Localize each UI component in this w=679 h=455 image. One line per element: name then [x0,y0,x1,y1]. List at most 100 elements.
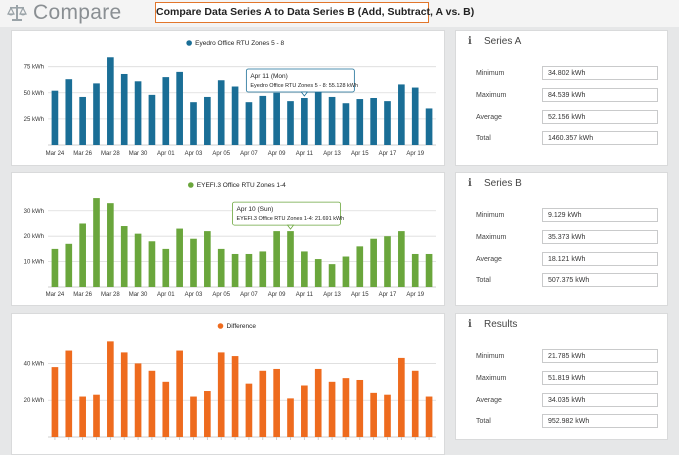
bar [245,102,253,145]
stat-label-average: Average [476,397,502,404]
bar [148,94,156,145]
legend-marker [217,323,224,329]
bar [356,99,364,145]
bar [398,357,405,437]
stats-title: Series B [484,178,522,189]
bar [51,90,59,145]
bar [162,381,170,437]
bar [245,383,253,437]
stat-label-total: Total [476,418,491,425]
bar [134,233,142,287]
bar [79,396,86,437]
y-tick-label: 40 kWh [24,361,44,367]
stat-value-total: 952.982 kWh [542,414,658,428]
legend-label: Difference [227,323,257,330]
info-icon: i [468,178,472,189]
stats-title: Series A [484,36,522,47]
y-tick-label: 50 kWh [24,91,44,97]
y-tick-label: 30 kWh [24,209,44,215]
stat-value-average: 18.121 kWh [542,252,658,266]
bar [204,96,211,145]
bar [231,86,239,145]
bar [259,370,267,437]
bar [356,246,364,287]
series-b-bar-chart: 30 kWh 20 kWh 10 kWh Mar 24 Mar 26 Mar 28 Mar … [24,182,436,298]
bar [231,356,239,437]
bar [287,398,294,437]
series-a-bar-chart: 75 kWh 50 kWh 25 kWh Mar 24 Mar 26 Mar 28 Mar … [24,40,436,157]
tooltip-value: Eyedro Office RTU Zones 5 - 8: 55.128 kW… [250,83,358,89]
app-title: Compare [33,1,122,24]
x-tick-label: Apr 09 [268,292,286,298]
bar [245,253,253,287]
bar [273,231,280,287]
x-tick-label: Apr 09 [268,151,286,157]
stat-value-average: 34.035 kWh [542,393,658,407]
bar [411,87,419,145]
x-tick-label: Mar 26 [73,292,92,298]
bar [342,103,350,145]
stat-label-maximum: Maximum [476,375,507,382]
bar [120,73,128,145]
x-tick-label: Apr 19 [406,292,424,298]
stat-label-maximum: Maximum [476,234,507,241]
x-tick-label: Mar 26 [73,151,92,157]
bar [425,253,433,287]
bar [328,381,336,437]
x-tick-label: Apr 05 [212,151,230,157]
tooltip-pointer [286,224,295,230]
stat-value-minimum: 21.785 kWh [542,349,658,363]
bar [301,98,308,145]
bar [217,248,225,287]
bar [411,253,419,287]
stat-value-maximum: 84.539 kWh [542,88,658,102]
bar [148,370,156,437]
bar [314,87,322,145]
bar [190,396,197,437]
x-tick-label: Apr 03 [185,292,203,298]
x-tick-label: Apr 11 [296,151,314,157]
compare-callout: Compare Data Series A to Data Series B (… [155,2,474,23]
bar [120,352,128,437]
x-tick-label: Apr 05 [212,292,230,298]
x-tick-label: Mar 30 [129,292,148,298]
bar [176,350,183,437]
bar [134,81,142,145]
bar [425,396,433,437]
bar [107,57,114,146]
x-tick-label: Apr 01 [157,151,175,157]
bar [162,248,170,287]
bar [93,394,100,437]
bar [93,83,100,145]
legend-marker [186,40,192,46]
bar [93,198,100,287]
stat-value-maximum: 51.819 kWh [542,371,658,385]
bar [176,228,183,287]
tooltip-box [245,68,355,93]
stats-title: Results [484,319,518,330]
difference-chart-panel: 40 kWh 20 kWh Difference [11,313,445,455]
bar [204,231,211,287]
bar [411,370,419,437]
bar [342,378,350,437]
x-tick-label: Apr 07 [240,151,258,157]
tooltip: Apr 11 (Mon) Eyedro Office RTU Zones 5 - … [245,68,358,97]
x-tick-label: Apr 17 [379,292,397,298]
stat-label-average: Average [476,114,502,121]
tooltip: Apr 10 (Sun) EYEFI.3 Office RTU Zones 1-4… [232,201,344,230]
bar [314,259,322,287]
bar [107,341,114,437]
y-tick-label: 25 kWh [24,117,44,123]
bar [273,92,280,145]
series-a-stats-panel: i Series A Minimum 34.802 kWh Maximum 84.… [455,30,668,166]
bar [301,251,308,287]
bar [287,231,294,287]
x-tick-label: Mar 28 [101,151,120,157]
bar [370,98,377,145]
difference-bar-chart: 40 kWh 20 kWh Difference [24,323,436,440]
bar [342,256,350,287]
bar [301,385,308,437]
bar [328,264,336,287]
x-tick-label: Apr 19 [406,151,424,157]
stat-value-maximum: 35.373 kWh [542,230,658,244]
